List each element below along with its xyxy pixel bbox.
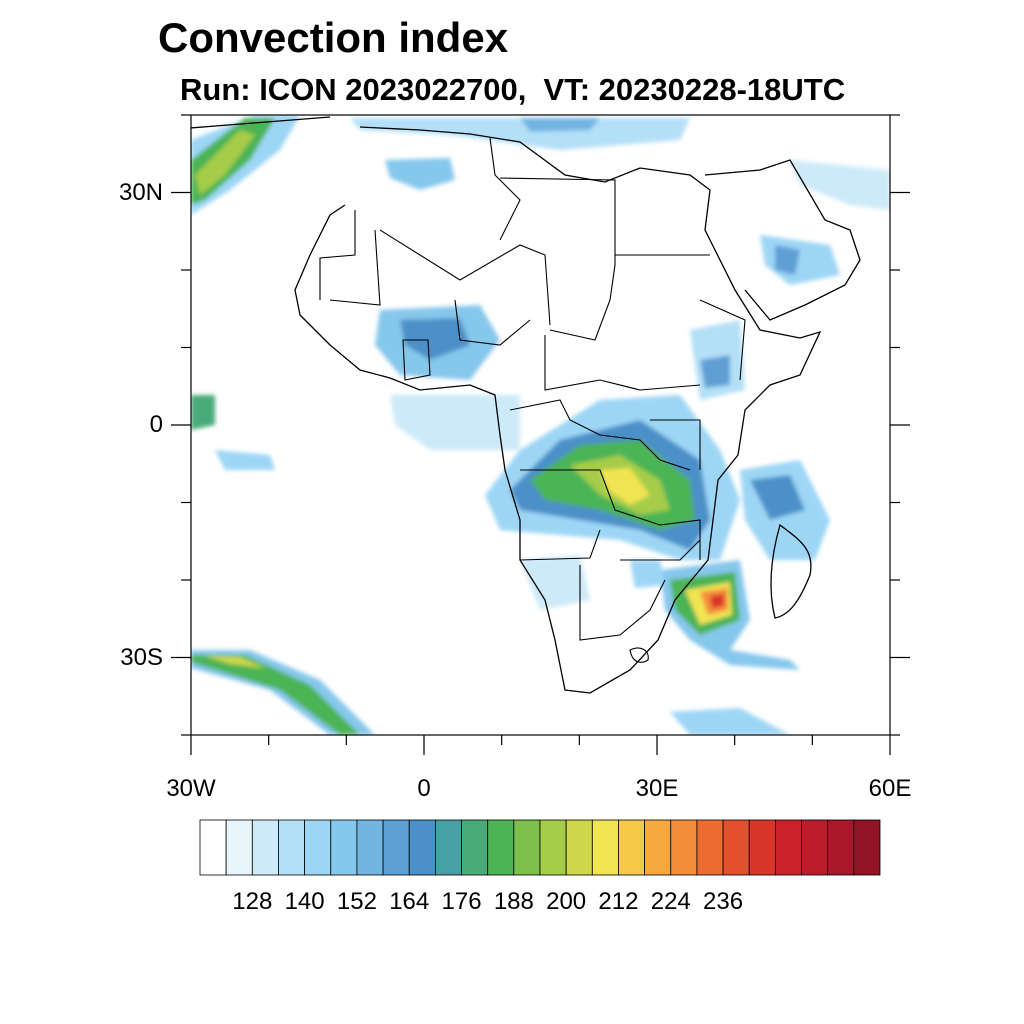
colorbar-swatch <box>330 819 358 876</box>
axis-ticks <box>171 114 910 755</box>
colorbar-swatch <box>591 819 619 876</box>
colorbar-swatch <box>644 819 672 876</box>
colorbar-swatch <box>199 819 227 876</box>
lon-label: 30E <box>635 775 679 802</box>
lon-label: 60E <box>868 775 912 802</box>
colorbar-swatch <box>304 819 332 876</box>
colorbar-swatch <box>801 819 829 876</box>
colorbar <box>199 819 881 876</box>
colorbar-swatch <box>748 819 776 876</box>
colorbar-swatch <box>513 819 541 876</box>
colorbar-swatch <box>618 819 646 876</box>
lon-label: 30W <box>166 775 216 802</box>
colorbar-label: 212 <box>598 888 639 915</box>
colorbar-swatch <box>461 819 489 876</box>
colorbar-label: 164 <box>389 888 430 915</box>
colorbar-label: 140 <box>284 888 325 915</box>
colorbar-label: 128 <box>232 888 273 915</box>
colorbar-label: 224 <box>650 888 691 915</box>
lat-label: 30N <box>118 178 163 206</box>
colorbar-label: 236 <box>703 888 744 915</box>
plot-subtitle: Run: ICON 2023022700, VT: 20230228-18UTC <box>180 72 846 107</box>
plot-title: Convection index <box>158 14 509 61</box>
colorbar-label: 188 <box>493 888 534 915</box>
colorbar-swatch <box>225 819 253 876</box>
colorbar-swatch <box>722 819 750 876</box>
colorbar-label: 200 <box>546 888 587 915</box>
colorbar-label: 152 <box>336 888 377 915</box>
colorbar-swatch <box>696 819 724 876</box>
lat-label: 0 <box>149 411 163 438</box>
colorbar-label: 176 <box>441 888 482 915</box>
colorbar-swatch <box>434 819 462 876</box>
coastlines <box>191 116 861 694</box>
colorbar-swatch <box>853 819 881 876</box>
convection-field <box>191 115 890 735</box>
colorbar-swatch <box>670 819 698 876</box>
colorbar-swatch <box>539 819 567 876</box>
colorbar-swatch <box>356 819 384 876</box>
colorbar-swatch <box>251 819 279 876</box>
colorbar-swatch <box>382 819 410 876</box>
lon-label: 0 <box>417 775 431 802</box>
colorbar-swatch <box>565 819 593 876</box>
colorbar-swatch <box>408 819 436 876</box>
colorbar-swatch <box>774 819 802 876</box>
colorbar-swatch <box>278 819 306 876</box>
colorbar-swatch <box>827 819 855 876</box>
lat-label: 30S <box>120 643 163 671</box>
country-borders <box>319 137 746 663</box>
map-frame <box>190 114 891 736</box>
colorbar-swatch <box>487 819 515 876</box>
